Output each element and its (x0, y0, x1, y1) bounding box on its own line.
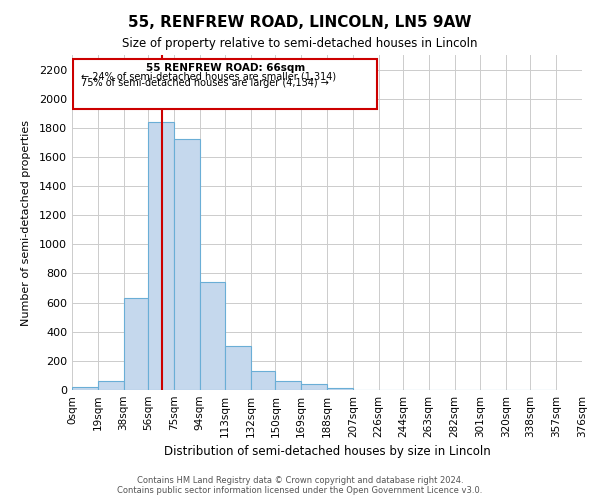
Text: 55, RENFREW ROAD, LINCOLN, LN5 9AW: 55, RENFREW ROAD, LINCOLN, LN5 9AW (128, 15, 472, 30)
Bar (148, 122, 174, 390)
Text: Contains public sector information licensed under the Open Government Licence v3: Contains public sector information licen… (118, 486, 482, 495)
FancyBboxPatch shape (73, 60, 377, 109)
Text: 55 RENFREW ROAD: 66sqm: 55 RENFREW ROAD: 66sqm (146, 63, 305, 73)
Bar (225, 346, 251, 390)
Text: 75% of semi-detached houses are larger (4,134) →: 75% of semi-detached houses are larger (… (82, 78, 329, 88)
Bar (199, 282, 225, 390)
Y-axis label: Number of semi-detached properties: Number of semi-detached properties (20, 120, 31, 326)
Bar (275, 380, 301, 390)
Text: Size of property relative to semi-detached houses in Lincoln: Size of property relative to semi-detach… (122, 38, 478, 51)
X-axis label: Distribution of semi-detached houses by size in Lincoln: Distribution of semi-detached houses by … (164, 446, 490, 458)
Bar (251, 371, 275, 390)
Text: ← 24% of semi-detached houses are smaller (1,314): ← 24% of semi-detached houses are smalle… (82, 71, 337, 81)
Bar (124, 298, 148, 390)
Bar (301, 384, 327, 390)
Bar (72, 387, 98, 390)
Bar (98, 382, 124, 390)
Bar (327, 388, 353, 390)
Text: Contains HM Land Registry data © Crown copyright and database right 2024.: Contains HM Land Registry data © Crown c… (137, 476, 463, 485)
Bar (174, 140, 199, 390)
